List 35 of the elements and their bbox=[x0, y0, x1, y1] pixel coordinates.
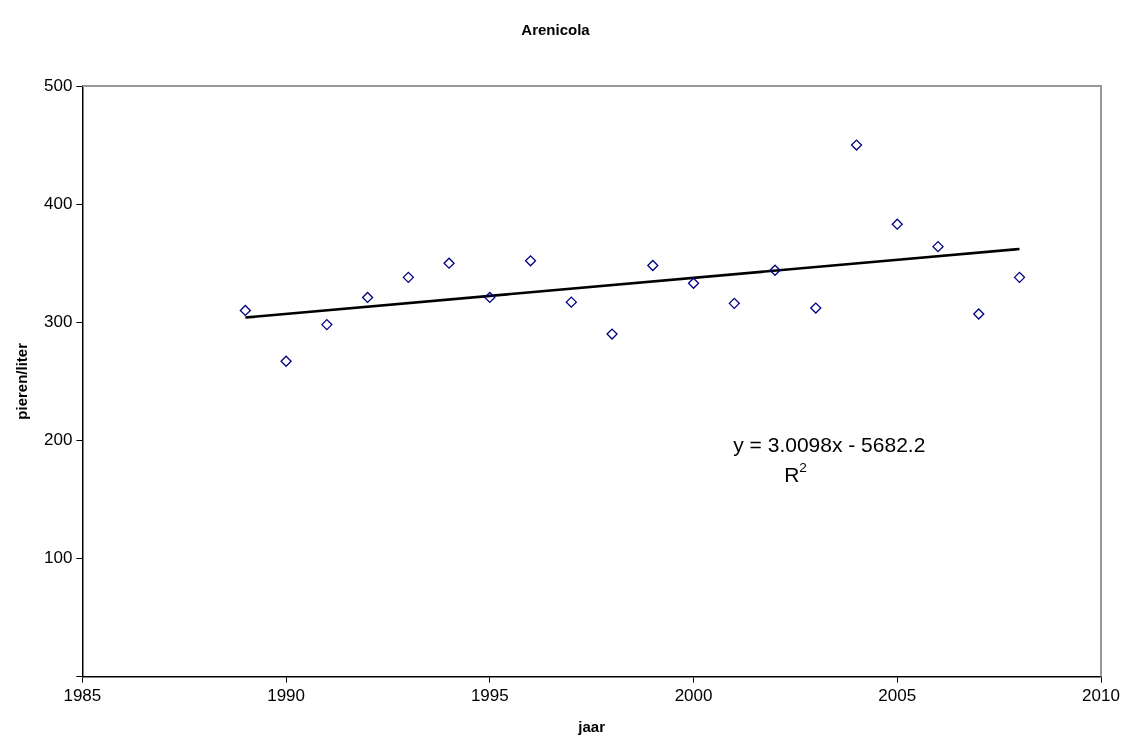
y-axis-title: pieren/liter bbox=[13, 342, 31, 420]
y-tick-label: 300 bbox=[43, 311, 73, 331]
point bbox=[443, 257, 455, 269]
x-tick-label: 2000 bbox=[674, 686, 713, 706]
x-tick-label: 2005 bbox=[878, 686, 917, 706]
x-tick-label: 1985 bbox=[63, 686, 102, 706]
point bbox=[239, 304, 251, 317]
point bbox=[1013, 271, 1026, 283]
x-axis-title: jaar bbox=[577, 718, 606, 736]
y-tick-label: 400 bbox=[43, 193, 73, 213]
chart-title: Arenicola bbox=[521, 21, 591, 39]
x-tick-label: 1995 bbox=[470, 686, 509, 706]
point bbox=[280, 355, 292, 367]
y-tick-label: 100 bbox=[43, 548, 73, 568]
annotation: y = 3.0098x - 5682.2 bbox=[733, 433, 926, 457]
point bbox=[524, 255, 537, 267]
point bbox=[810, 302, 822, 314]
x-tick-label: 1990 bbox=[267, 686, 306, 706]
point bbox=[321, 318, 333, 331]
point bbox=[402, 271, 414, 283]
point bbox=[606, 328, 618, 340]
point bbox=[973, 308, 985, 320]
point bbox=[769, 264, 781, 276]
point bbox=[361, 291, 374, 304]
y-tick-label: 200 bbox=[43, 430, 73, 450]
y-tick-label: 500 bbox=[43, 75, 73, 95]
x-tick-label: 2010 bbox=[1082, 686, 1120, 706]
point bbox=[484, 291, 496, 304]
point bbox=[932, 240, 944, 253]
point bbox=[891, 218, 903, 230]
point bbox=[687, 277, 700, 289]
point bbox=[565, 296, 577, 308]
point bbox=[728, 297, 740, 309]
point bbox=[647, 259, 659, 272]
point bbox=[850, 139, 863, 151]
